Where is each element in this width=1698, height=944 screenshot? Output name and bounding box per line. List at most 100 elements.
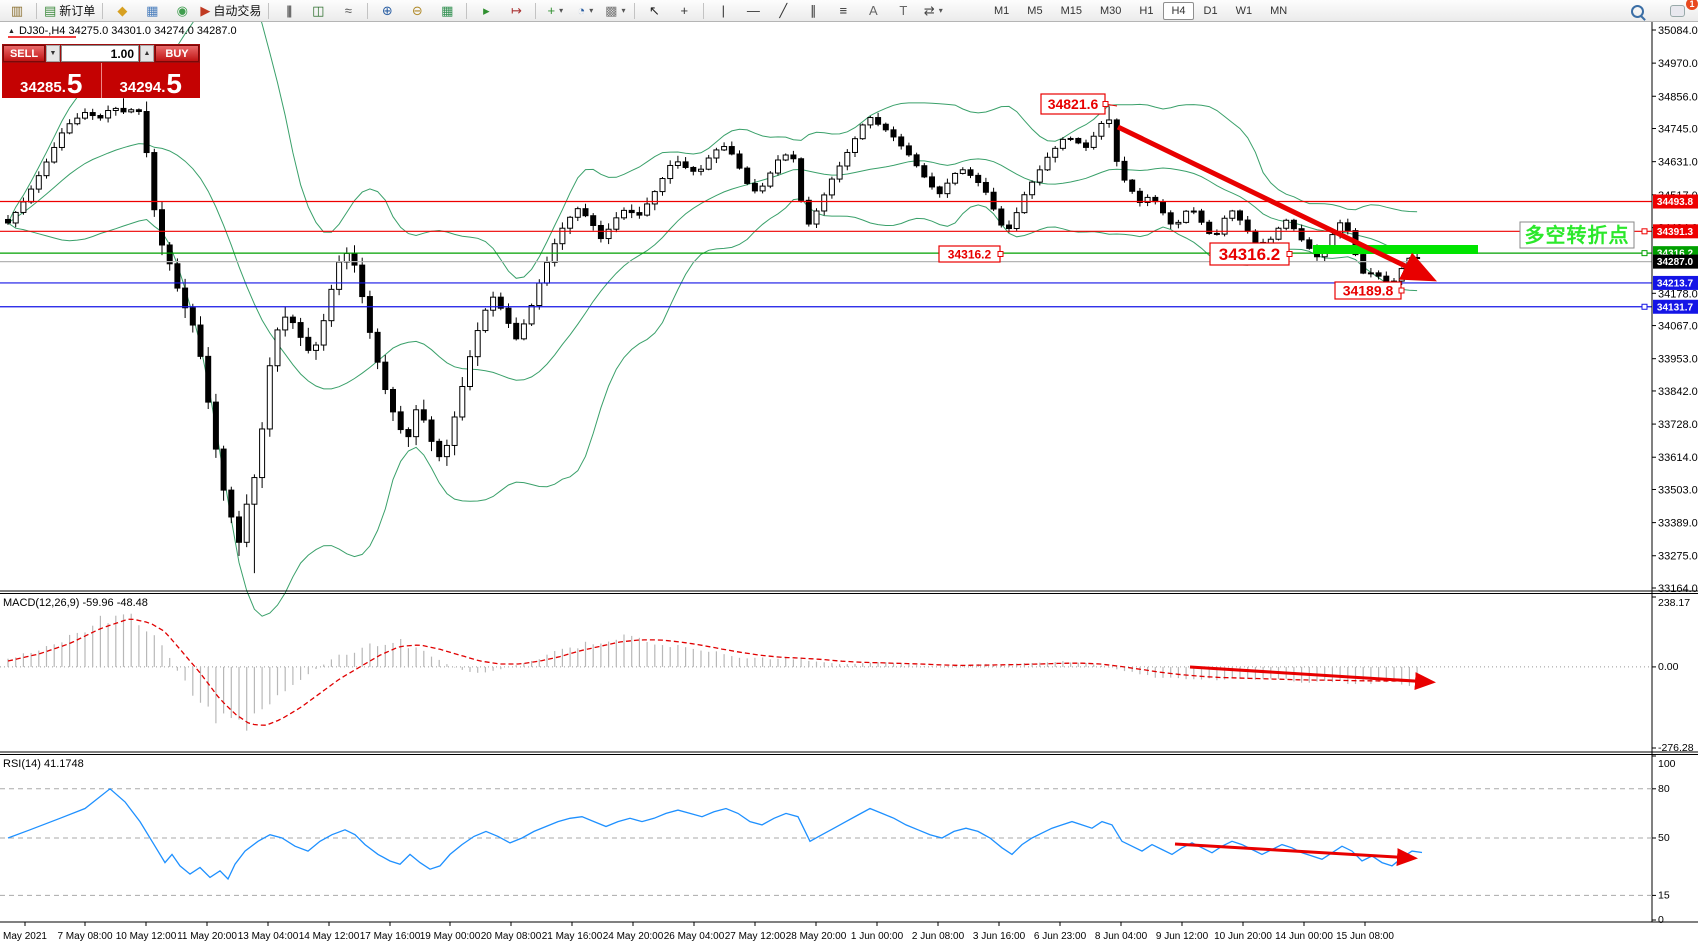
- timeframe-m30[interactable]: M30: [1099, 5, 1122, 17]
- trendline-icon: ╱: [779, 2, 788, 18]
- tile-windows-icon[interactable]: ▦: [432, 0, 462, 21]
- svg-text:15: 15: [1658, 889, 1670, 901]
- svg-text:34067.0: 34067.0: [1658, 321, 1698, 333]
- periods-icon[interactable]: ◔ ▾: [570, 0, 600, 21]
- svg-text:80: 80: [1658, 783, 1670, 795]
- one-click-trading-panel: SELL ▼ 1.00 ▲ BUY 34285. 5 34294. 5: [2, 44, 200, 98]
- svg-text:0: 0: [1658, 914, 1664, 926]
- svg-text:11 May 20:00: 11 May 20:00: [177, 931, 237, 942]
- timeframe-h4[interactable]: H4: [1163, 2, 1194, 20]
- svg-text:6 Jun 23:00: 6 Jun 23:00: [1034, 931, 1087, 942]
- candlestick-chart-icon[interactable]: ◫: [303, 0, 333, 21]
- svg-text:14 May 12:00: 14 May 12:00: [299, 931, 360, 942]
- cursor-icon[interactable]: ↖: [639, 0, 669, 21]
- sell-price[interactable]: 34285. 5: [2, 63, 102, 98]
- fibonacci-icon: ≡: [839, 3, 848, 18]
- symbol-header: ▲ DJ30-,H4 34275.0 34301.0 34274.0 34287…: [8, 25, 237, 37]
- svg-text:33614.0: 33614.0: [1658, 452, 1698, 464]
- new-order-button: ▤: [44, 2, 57, 18]
- timeframe-m15[interactable]: M15: [1060, 5, 1082, 17]
- equidistant-channel-icon[interactable]: ∥: [798, 0, 828, 21]
- svg-text:27 May 12:00: 27 May 12:00: [725, 931, 786, 942]
- chart-shift-icon[interactable]: ↦: [501, 0, 531, 21]
- dropdown-caret-icon[interactable]: ▾: [621, 6, 626, 15]
- auto-trading-button[interactable]: ▶ 自动交易: [197, 0, 264, 21]
- svg-text:May 2021: May 2021: [3, 931, 47, 942]
- timeframe-mn[interactable]: MN: [1270, 5, 1288, 17]
- sell-button[interactable]: SELL: [3, 45, 45, 62]
- horizontal-line-icon: —: [746, 3, 760, 18]
- vertical-line-icon: |: [721, 3, 726, 18]
- notifications-button[interactable]: 1: [1662, 0, 1698, 22]
- svg-text:14 Jun 00:00: 14 Jun 00:00: [1275, 931, 1333, 942]
- svg-text:2 Jun 08:00: 2 Jun 08:00: [912, 931, 965, 942]
- timeframe-h1[interactable]: H1: [1139, 5, 1154, 17]
- time-axis[interactable]: May 2021 7 May 08:00 10 May 12:00 11 May 20…: [3, 922, 1394, 942]
- svg-text:21 May 16:00: 21 May 16:00: [542, 931, 603, 942]
- svg-text:34970.0: 34970.0: [1658, 58, 1698, 70]
- svg-text:34493.8: 34493.8: [1657, 197, 1694, 208]
- chart-annotations[interactable]: 34821.6 34316.2 34316.2 34189.8 多空转折点: [8, 36, 1635, 300]
- dropdown-caret-icon[interactable]: ▾: [559, 6, 564, 15]
- main-toolbar: ▥ ▤ 新订单 ◆ ▦ ◉ ▶ 自动交易 ||| ◫ ≈ ⊕ ⊖ ▦ ▸ ↦ + ▾ ◔ ▾ ▩ ▾ ↖ + | — ╱ ∥ ≡ A T ⇄ ▾…: [0, 0, 1698, 22]
- toolbar-separator: [268, 2, 270, 19]
- vertical-line-icon[interactable]: |: [708, 0, 738, 21]
- arrows-icon: ⇄: [923, 2, 935, 18]
- crosshair-icon[interactable]: +: [669, 0, 699, 21]
- svg-text:19 May 00:00: 19 May 00:00: [420, 931, 481, 942]
- price-axis[interactable]: 35084.034970.034856.034745.034631.034517…: [1652, 25, 1698, 926]
- svg-text:35084.0: 35084.0: [1658, 25, 1698, 37]
- timeframe-w1[interactable]: W1: [1235, 5, 1253, 17]
- indicators-add-icon[interactable]: + ▾: [540, 0, 570, 21]
- svg-text:9 Jun 12:00: 9 Jun 12:00: [1156, 931, 1209, 942]
- svg-text:0.00: 0.00: [1658, 661, 1679, 673]
- volume-decrease-button[interactable]: ▼: [46, 45, 60, 62]
- volume-input[interactable]: 1.00: [61, 45, 139, 62]
- svg-text:15 Jun 08:00: 15 Jun 08:00: [1336, 931, 1394, 942]
- svg-text:10 Jun 20:00: 10 Jun 20:00: [1214, 931, 1272, 942]
- market-depth-icon: ◆: [117, 2, 128, 18]
- text-label-icon[interactable]: T: [888, 0, 918, 21]
- auto-scroll-icon: ▸: [483, 2, 490, 18]
- svg-text:238.17: 238.17: [1658, 597, 1690, 609]
- text-icon[interactable]: A: [858, 0, 888, 21]
- dropdown-caret-icon[interactable]: ▾: [589, 6, 594, 15]
- arrows-icon[interactable]: ⇄ ▾: [918, 0, 948, 21]
- toolbar-separator: [634, 2, 636, 19]
- market-watch-icon[interactable]: ▥: [2, 0, 32, 21]
- search-button[interactable]: [1622, 1, 1652, 22]
- auto-scroll-icon[interactable]: ▸: [471, 0, 501, 21]
- fibonacci-icon[interactable]: ≡: [828, 0, 858, 21]
- timeframe-m1[interactable]: M1: [994, 5, 1010, 17]
- svg-text:13 May 04:00: 13 May 04:00: [238, 931, 299, 942]
- svg-text:33953.0: 33953.0: [1658, 354, 1698, 366]
- svg-text:24 May 20:00: 24 May 20:00: [603, 931, 664, 942]
- svg-text:34316.2: 34316.2: [1219, 245, 1280, 264]
- templates-icon[interactable]: ▩ ▾: [600, 0, 630, 21]
- timeframe-toolbar: M1 M5 M15 M30 H1 H4 D1 W1 MN: [985, 0, 1296, 22]
- zoom-out-icon[interactable]: ⊖: [402, 0, 432, 21]
- new-order-button-label: 新订单: [59, 4, 96, 18]
- dropdown-caret-icon[interactable]: ▾: [938, 6, 943, 15]
- new-order-button[interactable]: ▤ 新订单: [41, 0, 98, 21]
- candlestick-chart-icon: ◫: [312, 2, 325, 18]
- indicators-add-icon: +: [547, 3, 556, 18]
- buy-button[interactable]: BUY: [155, 45, 199, 62]
- timeframe-d1[interactable]: D1: [1203, 5, 1218, 17]
- market-depth-icon[interactable]: ◆: [107, 0, 137, 21]
- auto-trading-button-label: 自动交易: [213, 4, 262, 18]
- timeframe-m5[interactable]: M5: [1027, 5, 1043, 17]
- charts-window-icon[interactable]: ▦: [137, 0, 167, 21]
- trendline-icon[interactable]: ╱: [768, 0, 798, 21]
- signals-icon[interactable]: ◉: [167, 0, 197, 21]
- line-chart-icon[interactable]: ≈: [333, 0, 363, 21]
- volume-increase-button[interactable]: ▲: [140, 45, 154, 62]
- horizontal-line-icon[interactable]: —: [738, 0, 768, 21]
- symbol-ohlc-text: DJ30-,H4 34275.0 34301.0 34274.0 34287.0: [18, 25, 237, 37]
- buy-price[interactable]: 34294. 5: [119, 67, 182, 99]
- chart-shift-icon: ↦: [510, 2, 522, 18]
- bar-chart-icon[interactable]: |||: [273, 0, 303, 21]
- svg-text:33503.0: 33503.0: [1658, 484, 1698, 496]
- zoom-in-icon[interactable]: ⊕: [372, 0, 402, 21]
